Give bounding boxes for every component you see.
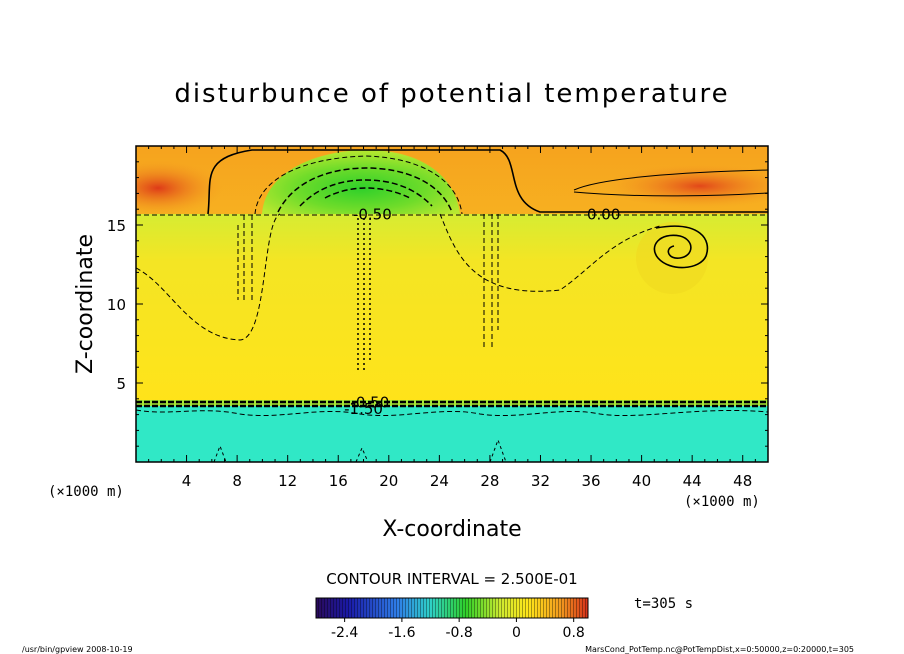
colorbar-frame — [315, 597, 589, 619]
colorbar-tick-label: 0 — [512, 625, 521, 641]
x-tick-label: 16 — [329, 472, 348, 490]
dome-fill — [262, 150, 460, 214]
x-tick-label: 24 — [430, 472, 449, 490]
contour-dome-outer — [254, 155, 463, 215]
contour-lower-interface — [136, 400, 768, 408]
contour-vertical-left — [237, 215, 253, 300]
colorbar-tick-label: -0.8 — [445, 625, 472, 641]
x-tick-label: 12 — [278, 472, 297, 490]
x-tick-label: 36 — [581, 472, 600, 490]
x-axis: 4 8 12 16 20 24 28 32 36 40 44 48 — [148, 146, 756, 490]
plot-field — [136, 146, 768, 462]
contour-dome-inner-1 — [277, 167, 453, 213]
y-tick-label: 5 — [116, 375, 126, 393]
colorbar-tick-label: -2.4 — [331, 625, 358, 641]
contour-mid-bowl — [136, 213, 661, 341]
contour-near-ground — [213, 438, 507, 462]
contour-plume — [357, 218, 371, 370]
contour-label: -0.50 — [353, 206, 392, 224]
contour-label: -0.50 — [350, 394, 389, 412]
contour-right-vortex — [653, 225, 709, 269]
contour-labels: -0.50 0.00-0.50-1.50 — [344, 206, 620, 418]
upper-right-warm-spot — [605, 164, 768, 208]
x-tick-label: 32 — [531, 472, 550, 490]
colorbar-tick-label: -1.6 — [388, 625, 415, 641]
y-axis: 5 10 15 — [107, 161, 768, 447]
y-tick-label: 15 — [107, 217, 126, 235]
x-tick-label: 40 — [632, 472, 651, 490]
colorbar: -2.4 -1.6 -0.8 0 0.8 — [315, 597, 589, 641]
right-turbulent-patch — [636, 222, 708, 294]
chart-title: disturbunce of potential temperature — [174, 79, 729, 109]
contour-zero-solid — [207, 149, 768, 215]
upper-left-warm-spot — [136, 160, 223, 216]
colorbar-ticks: -2.4 -1.6 -0.8 0 0.8 — [331, 618, 585, 641]
x-tick-label: 48 — [733, 472, 752, 490]
colorbar-tick-label: 0.8 — [563, 625, 585, 641]
x-tick-label: 44 — [683, 472, 702, 490]
contour-vertical-right — [483, 214, 499, 350]
y-axis-label: Z-coordinate — [73, 234, 98, 374]
x-tick-label: 28 — [480, 472, 499, 490]
colorbar-hatch — [316, 598, 588, 618]
contour-dome-inner-2 — [299, 179, 433, 207]
y-tick-label: 10 — [107, 296, 126, 314]
footer-left: /usr/bin/gpview 2008-10-19 — [22, 645, 133, 654]
contour-upper-right-warm — [573, 169, 768, 197]
x-tick-label: 4 — [182, 472, 192, 490]
x-unit-right: (×1000 m) — [684, 494, 760, 510]
x-unit-left: (×1000 m) — [48, 484, 124, 500]
contour-label: -1.50 — [344, 400, 383, 418]
contour-label: 0.00 — [587, 206, 620, 224]
contour-dome-inner-3 — [324, 187, 411, 199]
x-axis-label: X-coordinate — [382, 517, 521, 542]
contour-interval-label: CONTOUR INTERVAL = 2.500E-01 — [326, 570, 577, 588]
footer-right: MarsCond_PotTemp.nc@PotTempDist,x=0:5000… — [585, 645, 854, 654]
time-label: t=305 s — [634, 596, 693, 612]
contour-lower-wavy — [136, 409, 768, 417]
x-tick-label: 8 — [232, 472, 242, 490]
x-tick-label: 20 — [379, 472, 398, 490]
